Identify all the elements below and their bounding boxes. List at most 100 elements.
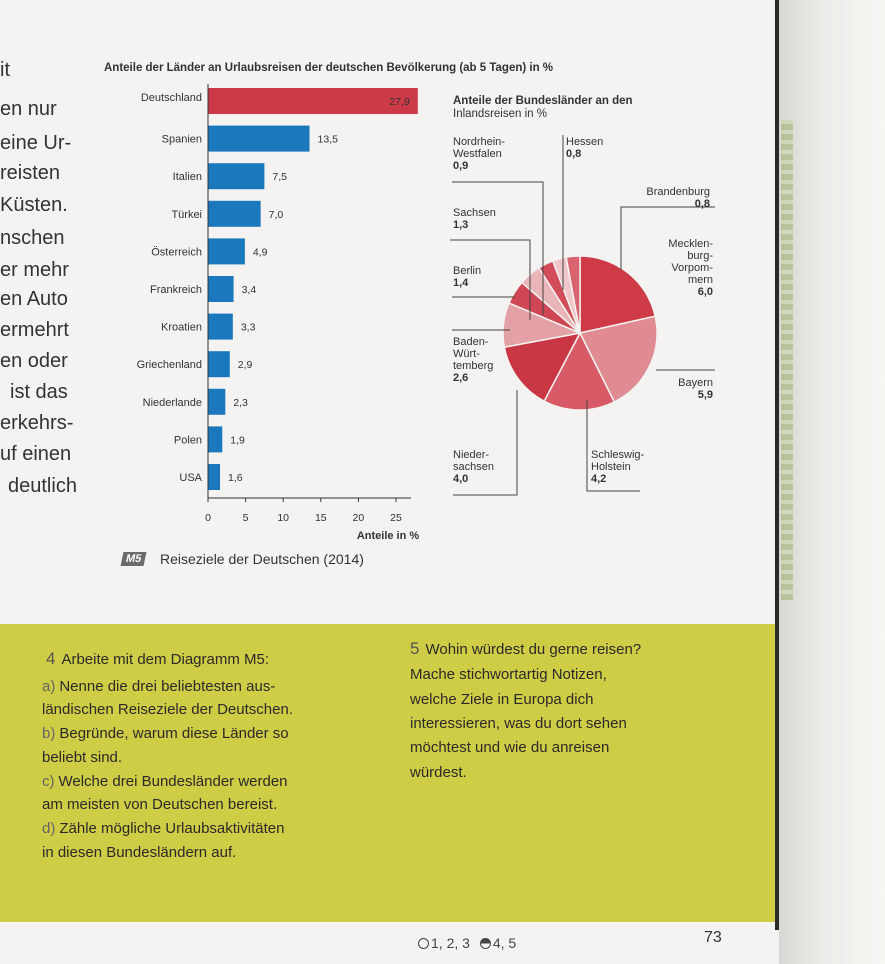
- body-text-line: er mehr: [0, 259, 69, 281]
- pie-slice-label: Nordrhein- Westfalen 0,9: [453, 136, 505, 172]
- pie-leader-line: [586, 400, 640, 492]
- task-4c-line1: c) Welche drei Bundesländer werden: [42, 773, 288, 791]
- pie-slice-label: Brandenburg 0,8: [646, 186, 710, 210]
- body-text-line: Küsten.: [0, 194, 68, 216]
- pie-leader-line: [453, 390, 518, 496]
- task-4b-line2: beliebt sind.: [42, 749, 123, 766]
- bar-deutschland: [208, 88, 418, 114]
- x-axis-title: Anteile in %: [357, 530, 420, 542]
- x-tick-label: 0: [205, 512, 211, 524]
- task-4a-text: Nenne die drei beliebtesten aus-: [59, 678, 276, 695]
- chart-canvas: Deutschland 27,9 Spanien 13,5 Italien 7,5 Türk…: [137, 84, 715, 542]
- material-badge: M5: [120, 552, 147, 566]
- task-5-line1: 5 Wohin würdest du gerne reisen?: [410, 640, 641, 659]
- bar-frankreich: [208, 276, 234, 302]
- levels-advanced: 4, 5: [492, 935, 517, 951]
- task-5-line2: Mache stichwortartig Notizen,: [410, 666, 607, 683]
- bar-category-label: Deutschland: [141, 92, 202, 104]
- pie-slice-label: Mecklen-burg- Vorpom-mern 6,0: [668, 238, 713, 298]
- pie-slice: [565, 255, 581, 334]
- bar-category-label: Polen: [174, 434, 202, 446]
- task-4a-line2: ländischen Reiseziele der Deutschen.: [42, 701, 293, 718]
- pie-slice: [503, 331, 582, 403]
- task-4c-line2: am meisten von Deutschen bereist.: [42, 796, 278, 813]
- difficulty-levels: 1, 2, 3 4, 5: [418, 935, 516, 951]
- task-4c-text: Welche drei Bundesländer werden: [58, 773, 288, 790]
- textbook-page: it en nur eine Ur-reisten Küsten. nschen er m…: [0, 0, 790, 964]
- bar-category-label: Griechenland: [137, 359, 202, 371]
- body-text-line: ermehrt: [0, 319, 69, 341]
- task-5-line3: welche Ziele in Europa dich: [410, 691, 594, 708]
- bar-category-label: Spanien: [162, 134, 202, 146]
- task-4a-letter: a): [42, 678, 56, 695]
- book-spine: [779, 0, 885, 964]
- pie-chart-title: Anteile der Bundesländer an den: [453, 95, 633, 107]
- task-4b-letter: b): [42, 725, 56, 742]
- bar-value-label: 27,9: [389, 96, 410, 108]
- figure-caption: Reiseziele der Deutschen (2014): [160, 551, 364, 567]
- bar-niederlande: [208, 388, 226, 415]
- bar-category-label: Kroatien: [161, 322, 202, 334]
- task-4a-line1: a) Nenne die drei beliebtesten aus-: [42, 678, 275, 696]
- body-text-line: eine Ur-: [0, 132, 72, 154]
- spine-tabs: [781, 120, 793, 600]
- bar-österreich: [208, 238, 245, 265]
- body-text-line: nschen: [0, 227, 65, 249]
- x-tick-label: 20: [353, 512, 365, 524]
- open-circle-icon: [418, 938, 429, 949]
- bar-category-label: Italien: [173, 171, 202, 183]
- body-text-line: reisten: [0, 162, 61, 184]
- page-edge: [775, 0, 779, 930]
- bar-value-label: 1,9: [230, 434, 245, 446]
- bar-value-label: 2,3: [233, 397, 248, 409]
- body-text-line: en nur: [0, 98, 57, 120]
- task-5-line5: möchtest und wie du anreisen: [410, 739, 610, 756]
- tasks-box: 4 Arbeite mit dem Diagramm M5: a) Nenne di…: [0, 624, 775, 922]
- pie-slice-label: Sachsen 1,3: [453, 207, 496, 231]
- x-tick-label: 25: [390, 512, 402, 524]
- body-text-line: ist das: [10, 381, 68, 403]
- task-4d-letter: d): [42, 820, 56, 837]
- task-5-line4: interessieren, was du dort sehen: [410, 715, 627, 732]
- task-4b-line1: b) Begründe, warum diese Länder so: [42, 725, 289, 743]
- body-text-line: it: [0, 59, 10, 81]
- body-text-line: erkehrs-: [0, 412, 74, 434]
- bar-value-label: 7,0: [269, 209, 284, 221]
- half-filled-circle-icon: [479, 938, 491, 949]
- pie-chart-subtitle: Inlandsreisen in %: [453, 108, 547, 120]
- pie-slice-label: Schleswig- Holstein 4,2: [591, 449, 645, 485]
- pie-slice-label: Hessen 0,8: [566, 136, 604, 160]
- bar-value-label: 3,4: [242, 284, 257, 296]
- bar-value-label: 3,3: [241, 322, 256, 334]
- x-tick-label: 15: [315, 512, 327, 524]
- pie-slice-label: Berlin 1,4: [453, 265, 482, 289]
- x-tick-label: 5: [243, 512, 249, 524]
- bar-spanien: [208, 125, 310, 152]
- page-number: 73: [704, 929, 722, 946]
- bar-value-label: 13,5: [318, 134, 339, 146]
- pie-slice-label: Bayern 5,9: [678, 377, 713, 401]
- bar-category-label: Türkei: [171, 209, 202, 221]
- bar-category-label: Niederlande: [143, 397, 202, 409]
- body-text-line: uf einen: [0, 443, 72, 465]
- bar-value-label: 7,5: [272, 171, 287, 183]
- pie-slice-label: Nieder-sachsen 4,0: [453, 449, 494, 485]
- task-5-line6: würdest.: [410, 764, 467, 781]
- task-4-title: Arbeite mit dem Diagramm M5:: [61, 651, 270, 668]
- bar-türkei: [208, 200, 261, 227]
- bar-italien: [208, 163, 265, 190]
- task-5-number: 5: [410, 639, 420, 658]
- pie-leader-line: [452, 181, 544, 315]
- bar-value-label: 2,9: [238, 359, 253, 371]
- pie-slice-label: Baden- Würt-temberg 2,6: [453, 336, 494, 384]
- pie-leader-line: [450, 239, 531, 320]
- bar-value-label: 4,9: [253, 246, 268, 258]
- task-4d-line1: d) Zähle mögliche Urlaubsaktivitäten: [42, 820, 284, 838]
- body-text-line: en oder: [0, 350, 68, 372]
- bar-category-label: Frankreich: [150, 284, 202, 296]
- task-4c-letter: c): [42, 773, 55, 790]
- x-tick-label: 10: [277, 512, 289, 524]
- task-4-number: 4: [46, 649, 56, 668]
- body-text-line: en Auto: [0, 288, 68, 310]
- body-text-line: deutlich: [8, 475, 77, 497]
